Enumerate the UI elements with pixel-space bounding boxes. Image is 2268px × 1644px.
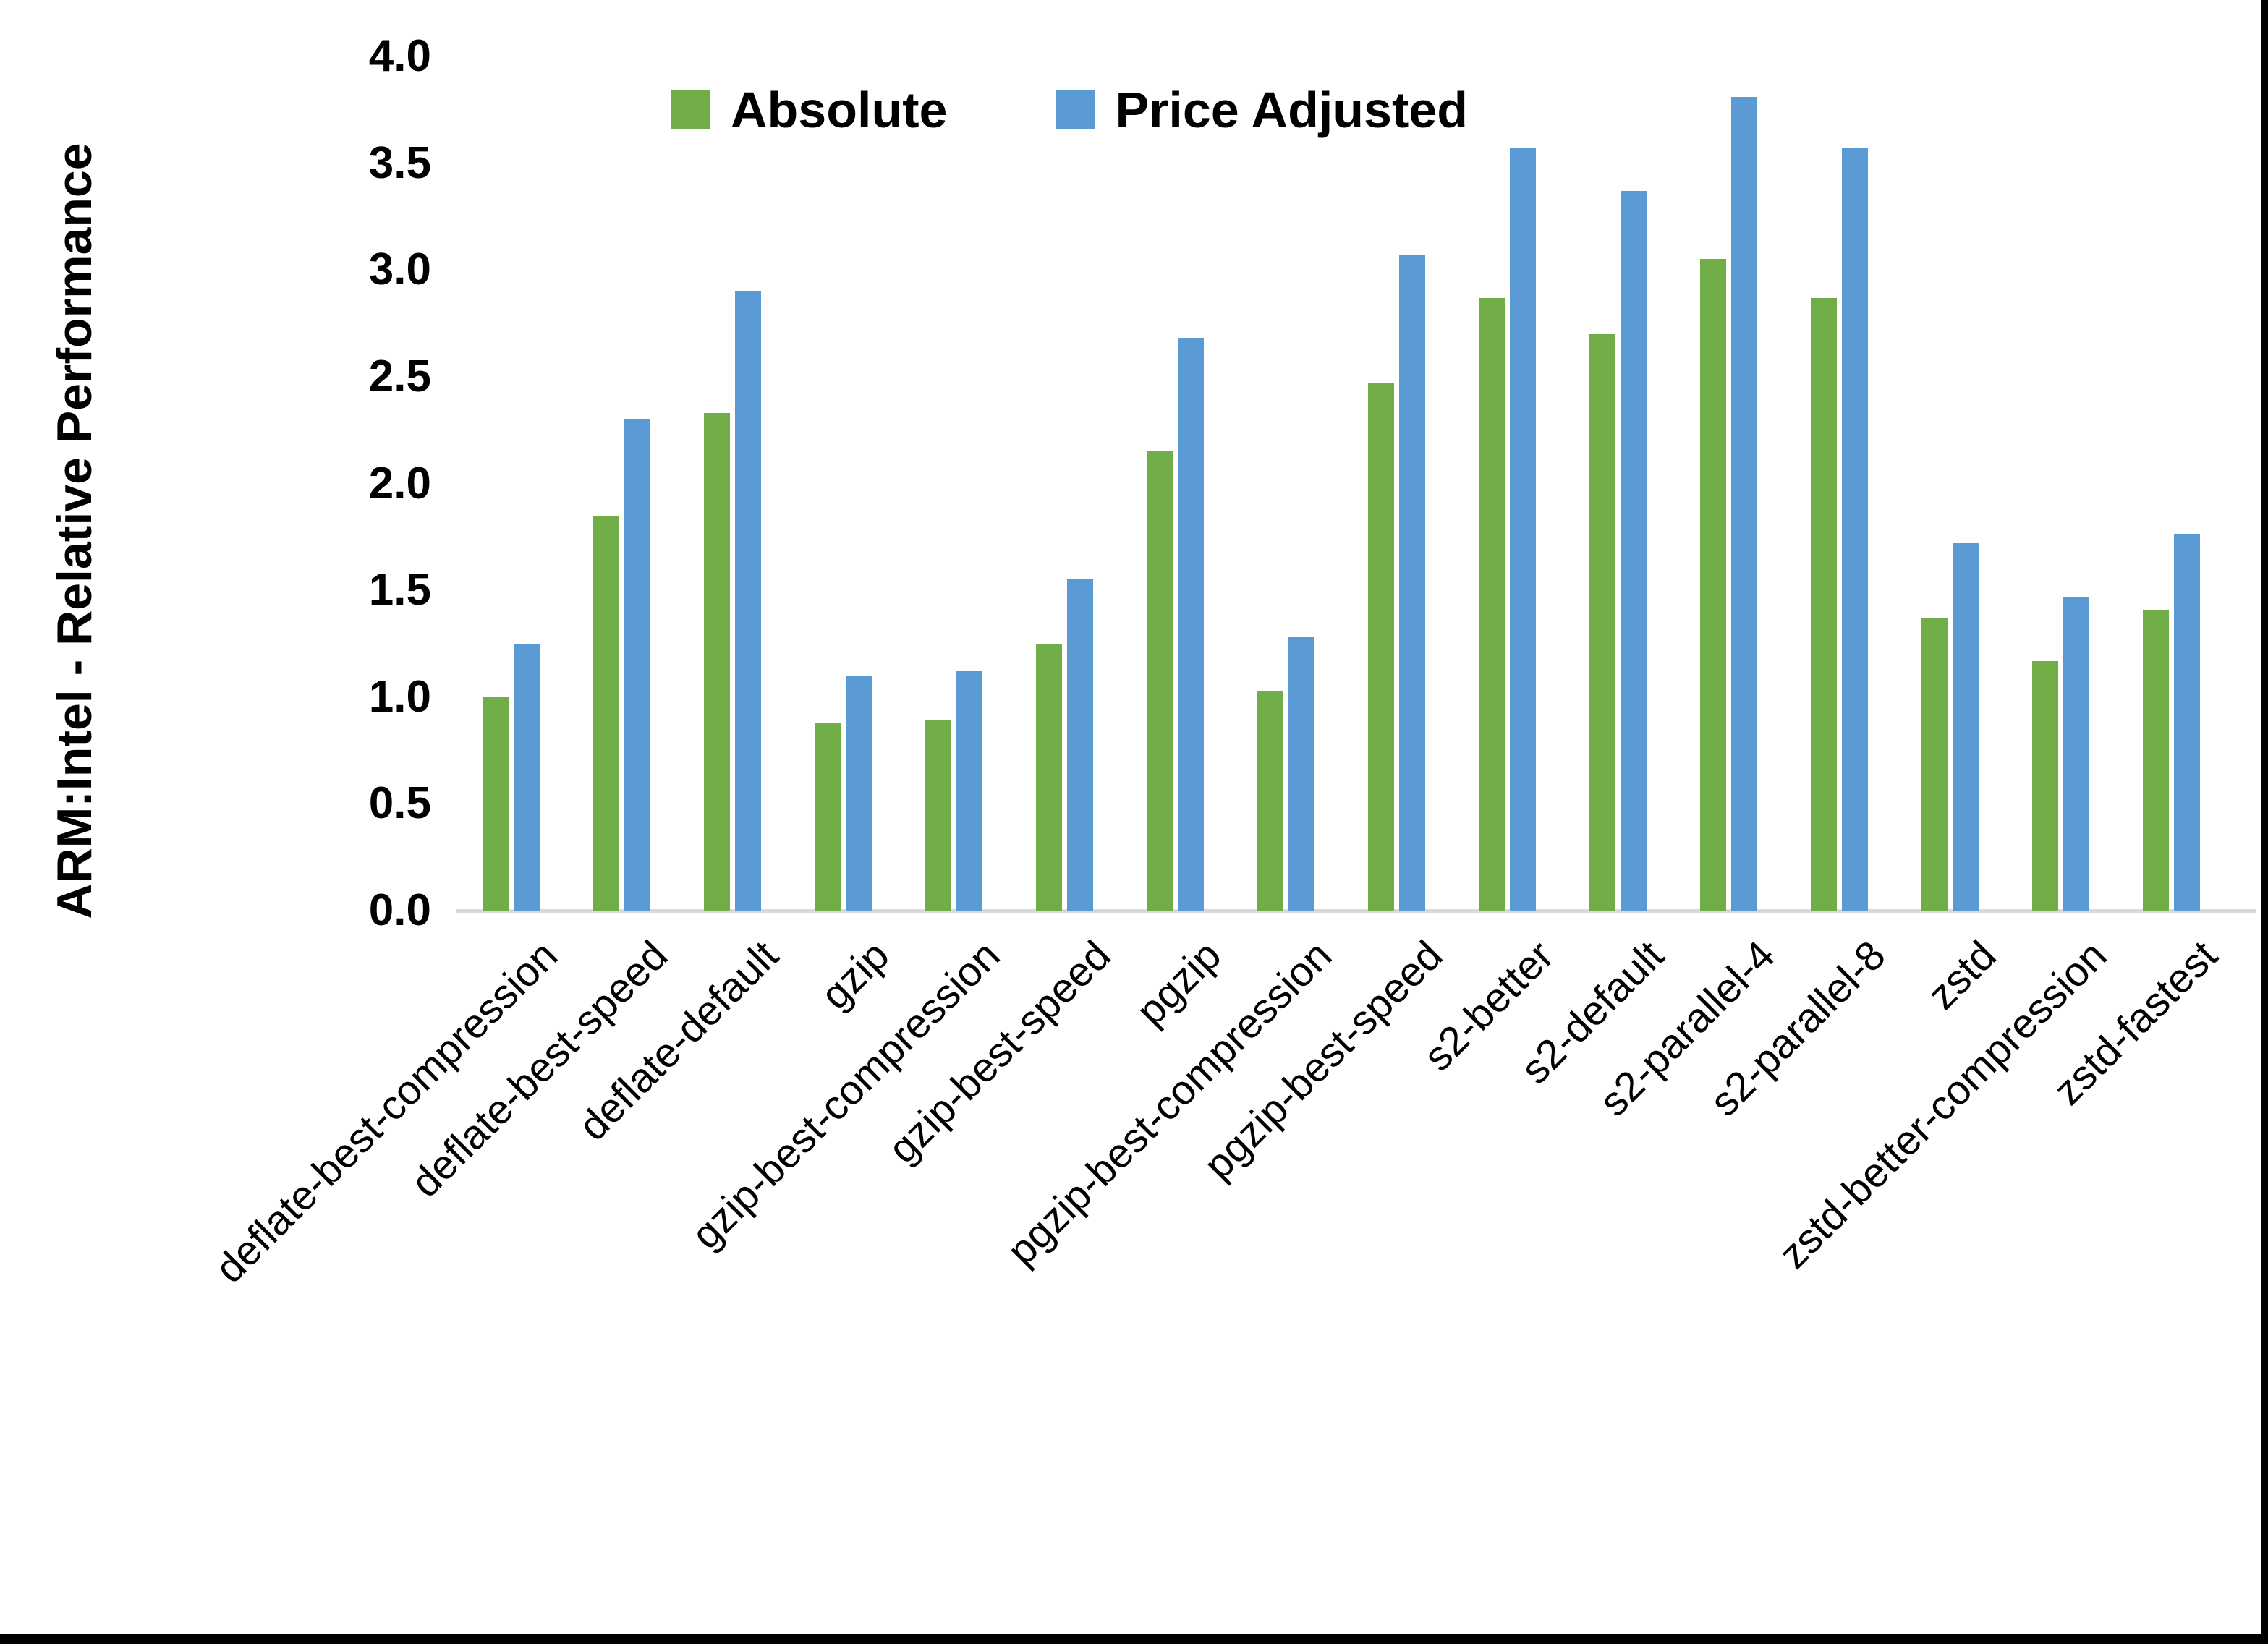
y-tick-label: 2.0 [368,458,431,508]
y-tick-label: 3.5 [368,137,431,188]
bar-absolute-pgzip-best-compression [1257,690,1283,911]
y-tick-label: 0.0 [368,885,431,935]
page-border-right [2261,0,2268,1644]
bar-price-adjusted-zstd-better-compression [2063,596,2089,911]
bar-price-adjusted-gzip-best-speed [1066,579,1093,911]
bar-absolute-deflate-best-compression [482,697,509,911]
bar-price-adjusted-gzip [845,676,872,911]
bar-price-adjusted-gzip-best-compression [956,671,982,911]
legend-label-absolute: Absolute [731,82,948,138]
y-tick-label: 3.0 [368,244,431,295]
bar-absolute-deflate-default [703,413,730,911]
legend: Absolute Price Adjusted [671,69,1468,150]
bar-price-adjusted-s2-parallel-8 [1841,148,1868,911]
bar-absolute-s2-default [1589,333,1615,911]
x-axis-label: zstd [1919,932,2005,1018]
x-axis-label: pgzip [1127,932,1231,1035]
legend-item-absolute: Absolute [671,81,947,139]
bar-absolute-gzip-best-speed [1035,643,1062,911]
bar-absolute-gzip-best-compression [925,720,951,911]
bar-price-adjusted-pgzip-best-speed [1398,255,1425,911]
bar-absolute-zstd [1921,618,1948,911]
bar-price-adjusted-zstd-fastest [2173,534,2200,911]
bar-absolute-s2-parallel-4 [1699,259,1726,911]
bar-absolute-pgzip-best-speed [1367,383,1394,911]
page-border-bottom [0,1634,2268,1644]
bar-absolute-pgzip [1146,451,1173,911]
y-axis-title: ARM:Intel - Relative Performance [47,142,102,919]
x-axis-label: deflate-default [569,932,788,1150]
bar-price-adjusted-deflate-best-speed [624,419,650,911]
y-tick-label: 1.0 [368,671,431,722]
x-axis-line [456,909,2256,913]
y-tick-label: 1.5 [368,565,431,616]
bar-absolute-s2-parallel-8 [1810,297,1837,911]
bar-absolute-zstd-fastest [2142,609,2169,911]
bar-price-adjusted-pgzip [1177,338,1204,911]
legend-swatch-price-adjusted-icon [1056,90,1095,129]
bar-absolute-zstd-better-compression [2031,660,2058,911]
bar-price-adjusted-pgzip-best-compression [1288,637,1314,911]
y-tick-label: 0.5 [368,778,431,829]
bar-absolute-deflate-best-speed [593,515,619,911]
bar-price-adjusted-zstd [1952,543,1979,911]
legend-swatch-absolute-icon [671,90,710,129]
y-tick-label: 2.5 [368,351,431,401]
x-axis-label: gzip [812,932,899,1018]
y-tick-label: 4.0 [368,31,431,81]
bar-absolute-gzip [814,723,841,911]
legend-item-price-adjusted: Price Adjusted [1056,81,1468,139]
bar-absolute-s2-better [1478,297,1505,911]
legend-label-price-adjusted: Price Adjusted [1115,82,1468,138]
bar-price-adjusted-deflate-default [734,291,761,911]
bar-price-adjusted-s2-better [1509,148,1536,911]
bar-price-adjusted-deflate-best-compression [513,643,540,911]
bar-price-adjusted-s2-parallel-4 [1730,97,1757,911]
bar-price-adjusted-s2-default [1620,191,1647,911]
